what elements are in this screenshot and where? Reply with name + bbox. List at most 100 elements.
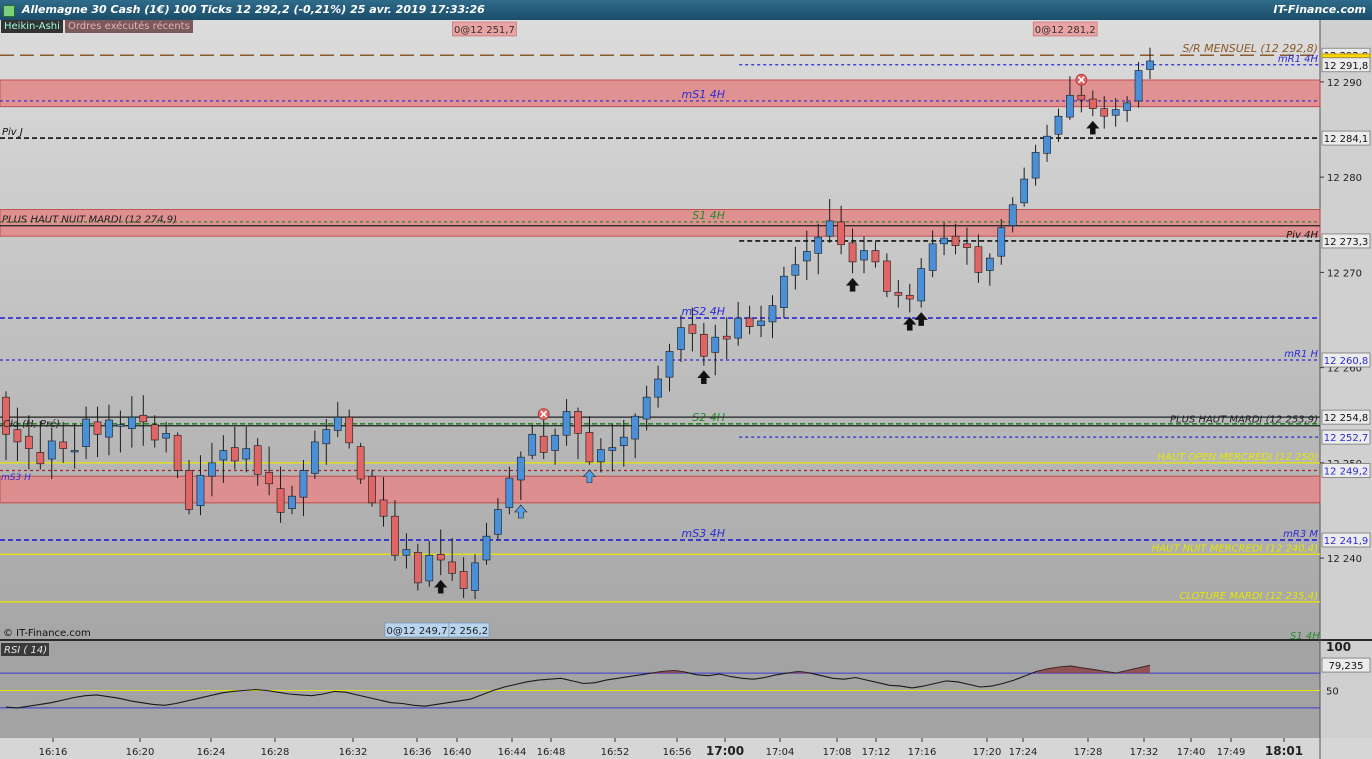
price-chart[interactable]: S/R MENSUEL (12 292,8)mR1 4H mS1 4H Piv J S…: [0, 20, 1372, 759]
time-tick-label: 16:48: [537, 747, 566, 758]
executed-order-badge: [1032, 21, 1098, 37]
candle-body: [253, 445, 262, 475]
level-label: mS3 4H: [682, 527, 725, 540]
orders-tag[interactable]: Ordres exécutés récents: [65, 20, 193, 33]
rsi-value-label: 79,235: [1329, 661, 1364, 672]
rsi-line: [5, 664, 1151, 709]
candle-body: [402, 549, 411, 556]
candle-body: [482, 535, 491, 561]
cancel-order-cross: [540, 410, 548, 418]
rsi-overbought-fill: [651, 670, 686, 674]
candle-body: [814, 236, 823, 254]
candle-body: [391, 515, 399, 556]
rsi-axis-background: [1320, 641, 1372, 738]
candle-body: [791, 264, 800, 276]
time-axis: 16:16 16:20 16:24 16:28 16:32 16:36 16:40 16:44…: [39, 738, 1303, 758]
level-label: PLUS HAUT NUIT MARDI (12 274,9): [2, 215, 177, 226]
rsi-overbought-fill: [1036, 665, 1150, 674]
signal-arrow-icon: [697, 370, 711, 385]
signal-arrow-icon: [914, 312, 928, 326]
candle-body: [25, 435, 33, 449]
level-label: mS2 4H: [682, 305, 725, 318]
time-tick-label: 16:44: [498, 747, 527, 758]
price-badges: 12 292,812 292,212 291,812 284,112 273,3…: [1321, 47, 1371, 548]
price-tick-label: 12 240: [1327, 554, 1362, 565]
price-badge-label: 12 252,7: [1324, 433, 1369, 444]
time-tick-label: 17:08: [823, 747, 852, 758]
time-tick-label: 16:36: [403, 747, 432, 758]
price-tick-label: 12 260: [1327, 364, 1362, 375]
candle-body: [505, 477, 514, 508]
candle-body: [242, 448, 251, 460]
executed-order-label: 0@12 251,7: [454, 25, 515, 36]
candle-body: [494, 509, 502, 535]
overlay-labels: 0@12 251,7 0@12 281,2 0@12 249,7 2 256,2 © I…: [1, 21, 1320, 642]
candle-body: [1020, 178, 1029, 204]
signal-arrow-icon: [582, 469, 597, 484]
candle-body: [436, 553, 445, 561]
candle-body: [848, 242, 857, 263]
copyright-label: © IT-Finance.com: [3, 628, 91, 639]
candle-body: [219, 450, 228, 461]
candle-body: [654, 378, 662, 398]
rsi-pane-background: [0, 641, 1320, 738]
time-tick-label: 17:24: [1009, 747, 1038, 758]
rsi-pane: 100 50 79,235 RSI ( 14): [0, 640, 1371, 709]
window-title: Allemagne 30 Cash (1€) 100 Ticks 12 292,…: [22, 3, 485, 16]
candle-body: [631, 415, 640, 440]
candle-body: [82, 418, 90, 447]
candle-body: [825, 220, 834, 237]
price-badge-label: 12 260,8: [1324, 356, 1369, 367]
price-pane-background: [0, 20, 1320, 639]
time-tick-label: 16:52: [601, 747, 630, 758]
price-badge: [1321, 130, 1371, 146]
candle-body: [1100, 108, 1109, 117]
level-label: HAUT OPEN MERCREDI (12 250): [1157, 452, 1318, 463]
level-label: mR3 M: [1283, 529, 1318, 540]
candle-body: [139, 414, 148, 423]
executed-order-badge: [452, 21, 517, 37]
candle-type-tag[interactable]: Heikin-Ashi: [1, 20, 63, 33]
signal-arrow-icon: [514, 504, 528, 519]
window-title-bar: Allemagne 30 Cash (1€) 100 Ticks 12 292,…: [0, 0, 1372, 20]
candle-body: [905, 294, 914, 300]
candle-body: [1146, 60, 1154, 70]
candle-body: [1077, 94, 1086, 101]
corner-label: Clo (H, Pré): [3, 418, 60, 430]
price-badge: [1321, 352, 1371, 368]
price-badge-label: 12 249,2: [1324, 466, 1369, 477]
candle-body: [116, 424, 125, 427]
level-label: HAUT NUIT MERCREDI (12 240,4): [1152, 543, 1318, 554]
time-tick-label: 16:32: [339, 747, 368, 758]
bottom-badge-label: 2 256,2: [450, 626, 488, 637]
candle-body: [860, 250, 868, 261]
candle-body: [345, 416, 354, 444]
price-badge: [1321, 409, 1371, 425]
time-tick-label: 17:20: [973, 747, 1002, 758]
candle-body: [699, 333, 708, 357]
candle-body: [1043, 135, 1051, 154]
rsi-overbought-fill: [787, 671, 811, 674]
candle-body: [883, 260, 891, 292]
candle-body: [356, 446, 365, 480]
candle-body: [311, 441, 319, 474]
candle-body: [997, 227, 1006, 257]
price-levels: S/R MENSUEL (12 292,8)mR1 4H mS1 4H Piv J S…: [0, 42, 1320, 603]
price-badge: [1321, 429, 1371, 445]
price-badge-label: 12 291,8: [1324, 61, 1369, 72]
price-badge-label: 12 273,3: [1324, 237, 1369, 248]
candle-body: [665, 351, 674, 378]
candle-body: [1008, 204, 1017, 227]
candle-body: [539, 435, 548, 453]
signal-markers: [434, 73, 1100, 594]
candle-body: [871, 250, 880, 263]
candle-body: [59, 441, 68, 449]
candle-body: [688, 324, 697, 334]
time-axis-background: [0, 738, 1372, 759]
candle-body: [768, 305, 777, 323]
signal-arrow-icon: [903, 316, 917, 331]
bottom-badge-label: 0@12 249,7: [387, 626, 448, 637]
rsi-value-badge: [1321, 657, 1371, 673]
candle-body: [1088, 98, 1097, 109]
time-tick-label: 16:20: [126, 747, 155, 758]
